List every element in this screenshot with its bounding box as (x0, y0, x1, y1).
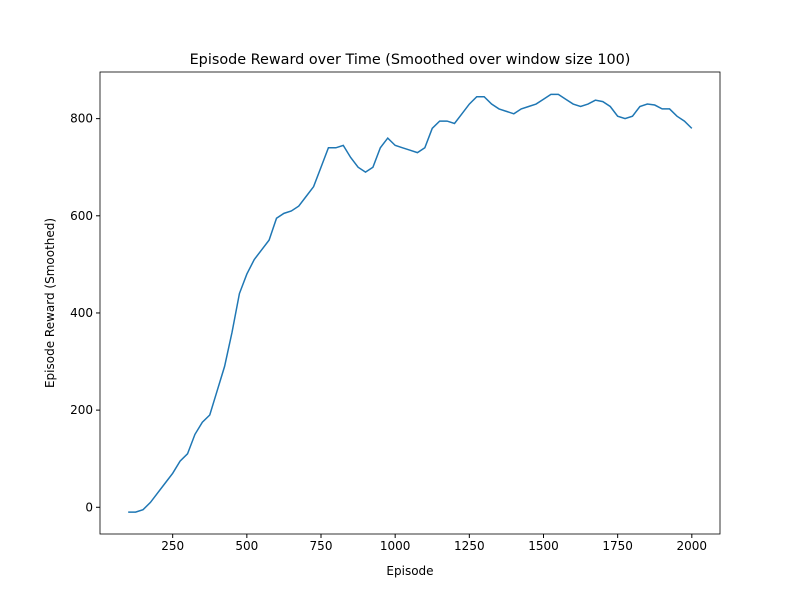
x-tick-label: 1500 (528, 539, 559, 553)
x-tick-label: 2000 (677, 539, 708, 553)
y-tick-label: 800 (70, 112, 93, 126)
x-tick-label: 500 (235, 539, 258, 553)
y-tick-label: 400 (70, 306, 93, 320)
x-tick-label: 1000 (380, 539, 411, 553)
y-tick-label: 0 (85, 500, 93, 514)
plot-frame (99, 71, 721, 535)
y-tick-label: 600 (70, 209, 93, 223)
y-tick-label: 200 (70, 403, 93, 417)
chart-title: Episode Reward over Time (Smoothed over … (190, 52, 631, 68)
x-tick-label: 1250 (454, 539, 485, 553)
x-tick-label: 750 (310, 539, 333, 553)
x-tick-label: 250 (161, 539, 184, 553)
x-axis-label: Episode (386, 564, 433, 578)
y-axis-label: Episode Reward (Smoothed) (43, 218, 57, 388)
x-tick-label: 1750 (602, 539, 633, 553)
line-series (128, 93, 693, 513)
